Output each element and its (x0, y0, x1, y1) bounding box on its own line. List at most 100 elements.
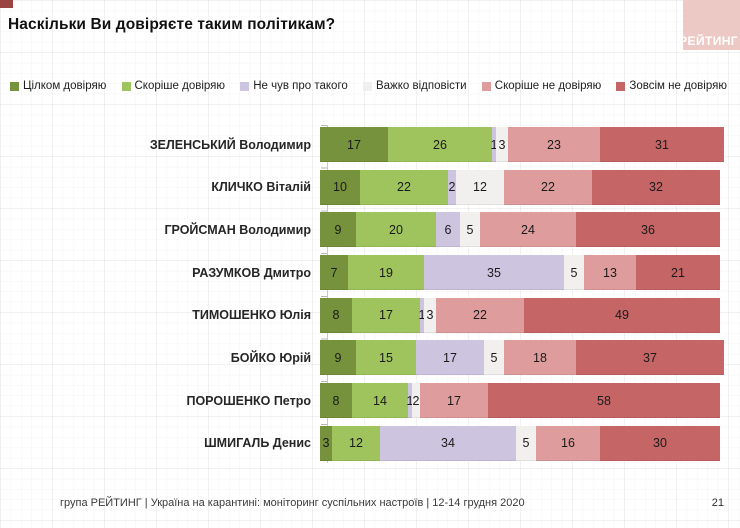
stacked-bar: 8 17 1 3 22 49 (320, 297, 720, 333)
legend-item-rather-trust: Скоріше довіряю (121, 80, 226, 92)
bar-segment-6: 30 (600, 425, 720, 461)
bar-segment-1: 10 (320, 169, 360, 205)
segment-value: 12 (473, 180, 487, 195)
segment-value: 19 (379, 265, 393, 280)
rating-group-logo-text: РЕЙТИНГ (679, 34, 738, 48)
bar-segment-5: 13 (584, 255, 636, 291)
segment-value: 32 (649, 180, 663, 195)
stacked-bar: 17 26 1 3 23 31 (320, 127, 724, 162)
bar-segment-2: 22 (360, 169, 448, 205)
legend-swatch (362, 81, 372, 91)
bar-segment-5: 16 (536, 425, 600, 461)
chart-row: ПОРОШЕНКО Петро 8 14 1 2 17 58 (0, 383, 740, 419)
stacked-bar-chart: ЗЕЛЕНСЬКИЙ Володимир 17 26 1 3 23 31 КЛИЧКО Віт… (0, 127, 740, 469)
bar-segment-4: 3 (496, 127, 508, 162)
axis-line (327, 125, 328, 463)
bar-segment-5: 24 (480, 212, 576, 248)
legend-label: Цілком довіряю (23, 80, 107, 92)
chart-row: ГРОЙСМАН Володимир 9 20 6 5 24 36 (0, 212, 740, 248)
bar-segment-1: 8 (320, 383, 352, 419)
chart-legend: Цілком довіряю Скоріше довіряю Не чув пр… (10, 80, 727, 92)
chart-row: ШМИГАЛЬ Денис 3 12 34 5 16 30 (0, 425, 740, 461)
bar-segment-1: 17 (320, 127, 388, 162)
legend-label: Скоріше довіряю (134, 80, 226, 92)
segment-value: 13 (603, 265, 617, 280)
segment-value: 17 (379, 308, 393, 323)
bar-segment-2: 17 (352, 297, 420, 333)
segment-value: 9 (334, 222, 342, 237)
segment-value: 37 (643, 350, 657, 365)
politician-name: ЗЕЛЕНСЬКИЙ Володимир (149, 137, 311, 152)
bar-segment-3: 1 (491, 127, 497, 162)
segment-value: 9 (334, 350, 342, 365)
stacked-bar: 8 14 1 2 17 58 (320, 383, 720, 419)
segment-value: 36 (641, 222, 655, 237)
stacked-bar: 10 22 2 12 22 32 (320, 169, 720, 205)
segment-value: 10 (333, 180, 347, 195)
segment-value: 5 (490, 350, 498, 365)
legend-item-fully-distrust: Зовсім не довіряю (616, 80, 727, 92)
bar-segment-1: 3 (320, 425, 332, 461)
bar-segment-4: 5 (564, 255, 584, 291)
bar-segment-6: 49 (524, 297, 720, 333)
legend-item-never-heard: Не чув про такого (240, 80, 348, 92)
stacked-bar: 3 12 34 5 16 30 (320, 425, 720, 461)
legend-swatch (10, 81, 19, 91)
bar-segment-3: 17 (416, 340, 484, 376)
bar-segment-5: 17 (420, 383, 488, 419)
stacked-bar: 9 20 6 5 24 36 (320, 212, 720, 248)
segment-value: 23 (547, 137, 561, 152)
segment-value: 1 (406, 393, 414, 408)
bar-segment-3: 34 (380, 425, 516, 461)
segment-value: 31 (655, 137, 669, 152)
chart-row: ЗЕЛЕНСЬКИЙ Володимир 17 26 1 3 23 31 (0, 127, 740, 162)
corner-accent-square (0, 0, 13, 8)
segment-value: 22 (541, 180, 555, 195)
bar-segment-5: 18 (504, 340, 576, 376)
legend-swatch (616, 81, 626, 91)
legend-item-fully-trust: Цілком довіряю (10, 80, 106, 92)
bar-segment-2: 26 (388, 127, 492, 162)
axis-ticks (321, 125, 327, 464)
legend-item-hard-to-answer: Важко відповісти (362, 80, 467, 92)
chart-rows: ЗЕЛЕНСЬКИЙ Володимир 17 26 1 3 23 31 КЛИЧКО Віт… (0, 127, 740, 461)
chart-row: КЛИЧКО Віталій 10 22 2 12 22 32 (0, 169, 740, 205)
legend-label: Не чув про такого (253, 80, 348, 92)
legend-item-rather-distrust: Скоріше не довіряю (481, 80, 601, 92)
page-title: Наскільки Ви довіряєте таким політикам? (8, 16, 336, 33)
legend-swatch (481, 81, 491, 91)
bar-segment-6: 37 (576, 340, 724, 376)
segment-value: 22 (473, 308, 487, 323)
bar-segment-2: 14 (352, 383, 408, 419)
segment-value: 34 (441, 436, 455, 451)
bar-segment-3: 6 (436, 212, 460, 248)
bar-segment-6: 31 (600, 127, 724, 162)
segment-value: 18 (533, 350, 547, 365)
bar-segment-3: 35 (424, 255, 564, 291)
segment-value: 1 (418, 308, 426, 323)
bar-segment-3: 1 (418, 297, 426, 333)
bar-segment-6: 36 (576, 212, 720, 248)
segment-value: 2 (412, 393, 420, 408)
bar-segment-4: 5 (516, 425, 536, 461)
bar-segment-3: 1 (406, 383, 414, 419)
chart-row: ТИМОШЕНКО Юлія 8 17 1 3 22 49 (0, 297, 740, 333)
bar-segment-6: 58 (488, 383, 720, 419)
page-number: 21 (711, 497, 724, 509)
segment-value: 24 (521, 222, 535, 237)
segment-value: 5 (570, 265, 578, 280)
segment-value: 2 (448, 180, 456, 195)
segment-value: 5 (466, 222, 474, 237)
bar-segment-1: 9 (320, 340, 356, 376)
politician-name: ПОРОШЕНКО Петро (186, 393, 311, 408)
politician-name: БОЙКО Юрій (230, 350, 311, 365)
bar-segment-4: 3 (424, 297, 436, 333)
politician-name: РАЗУМКОВ Дмитро (192, 265, 311, 280)
segment-value: 15 (379, 350, 393, 365)
segment-value: 6 (444, 222, 452, 237)
politician-name: ТИМОШЕНКО Юлія (192, 308, 311, 323)
bar-segment-5: 22 (436, 297, 524, 333)
segment-value: 12 (349, 436, 363, 451)
segment-value: 20 (389, 222, 403, 237)
